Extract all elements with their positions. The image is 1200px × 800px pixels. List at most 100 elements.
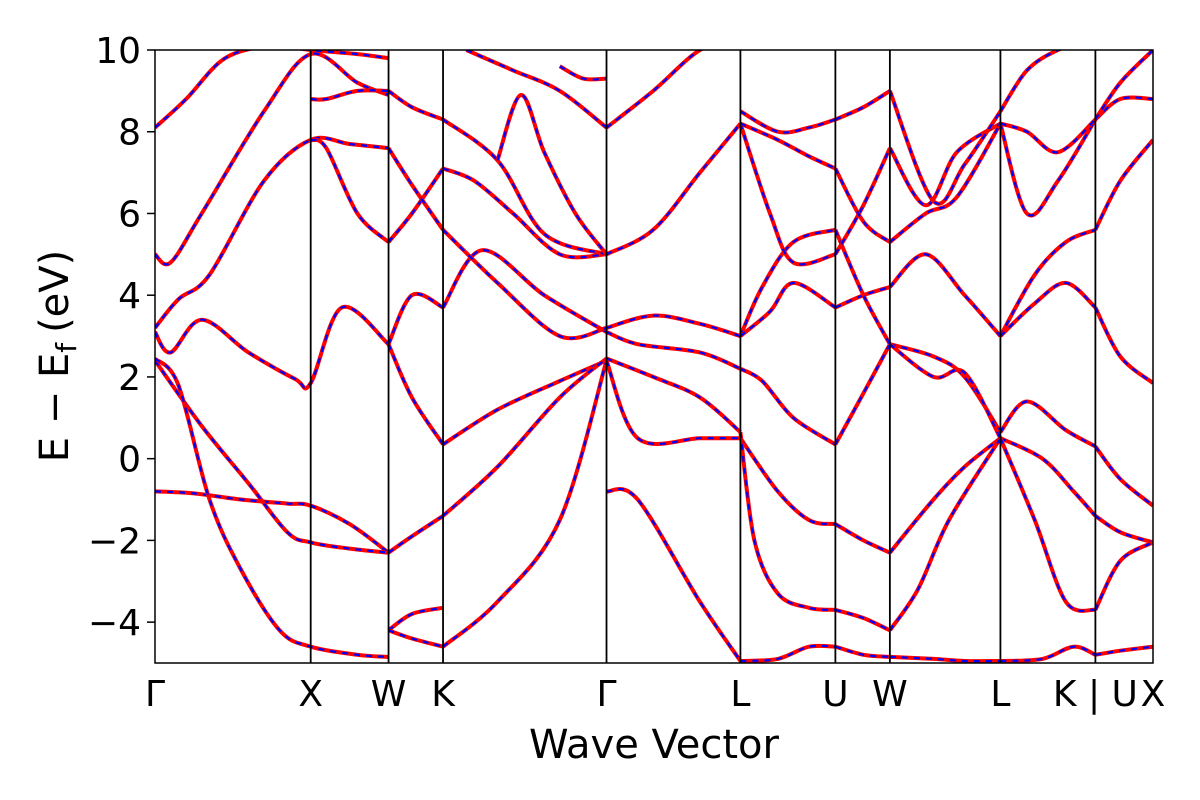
band-line-47 [833,229,892,346]
band-line-dashed-23 [442,118,607,256]
band-line-dashed-5 [155,50,389,129]
x-tick-label-6: U [822,674,848,715]
band-line-21 [441,228,608,341]
band-line-73 [1093,306,1153,385]
band-line-71 [1093,445,1153,508]
x-tick-label-0: Γ [145,674,165,715]
band-line-41 [739,109,836,135]
band-line-42 [740,643,836,663]
band-line-27 [606,487,743,663]
band-line-dashed-10 [387,292,444,345]
band-line-dashed-57 [889,123,1002,243]
band-line-dashed-15 [387,606,444,632]
band-line-dashed-48 [834,147,891,255]
band-line-24 [465,50,608,130]
band-line-61 [999,436,1097,518]
band-line-dashed-63 [999,437,1096,612]
band-line-69 [1000,644,1097,663]
band-line-dashed-70 [1094,514,1153,544]
y-axis-title-main: E − E [32,353,78,463]
band-line-30 [605,330,742,371]
band-line-dashed-74 [1094,139,1153,231]
band-line-76 [1093,50,1153,121]
x-axis-title: Wave Vector [529,722,780,768]
band-line-dashed-9 [387,343,444,446]
band-line-50 [834,89,891,122]
x-tick-label-3: K [431,674,456,715]
band-line-dashed-7 [310,138,390,243]
band-line-dashed-11 [387,167,444,243]
band-line-70 [1094,514,1153,545]
band-line-dashed-2 [155,357,389,658]
band-line-dashed-20 [442,249,608,333]
band-line-34 [738,437,836,527]
band-line-18 [441,356,608,518]
band-line-dashed-34 [739,437,836,526]
band-line-dashed-66 [999,118,1097,217]
band-line-2 [155,356,389,659]
band-line-dashed-24 [465,50,608,129]
band-line-dashed-33 [605,50,703,129]
y-axis-title: E − Ef (eV) [32,250,83,463]
x-tick-label-2: W [371,674,407,715]
band-line-dashed-25 [496,93,608,255]
band-line-9 [386,343,445,446]
band-line-22 [442,166,607,260]
band-line-dashed-13 [387,89,444,121]
y-tick-label-5: 6 [118,194,141,235]
band-line-dashed-19 [442,360,608,648]
x-tick-label-10: X [1141,674,1166,715]
band-line-dashed-6 [155,136,389,329]
band-line-dashed-30 [606,330,741,370]
band-line-dashed-27 [606,487,742,662]
band-line-dashed-64 [999,228,1096,337]
band-line-60 [889,654,1001,663]
band-line-dashed-77 [1095,645,1153,656]
band-line-dashed-73 [1094,307,1153,384]
band-line-28 [604,359,741,446]
band-line-dashed-68 [999,50,1061,112]
band-line-dashed-39 [739,123,836,266]
band-line-dashed-1 [155,359,389,554]
band-line-59 [888,90,1003,206]
band-line-44 [834,522,891,555]
y-tick-label-2: 0 [118,440,141,481]
band-line-0 [155,489,390,555]
band-line-dashed-45 [834,343,891,445]
band-line-17 [441,358,608,447]
plot-frame [154,49,1154,664]
y-tick-label-4: 4 [118,276,141,317]
band-line-dashed-72 [1094,541,1153,611]
band-line-dashed-8 [310,89,389,101]
band-line-dashed-52 [889,437,1002,554]
band-line-25 [495,93,609,256]
band-line-13 [387,89,444,122]
band-line-dashed-53 [888,437,1002,631]
band-line-dashed-26 [559,65,607,81]
band-line-65 [999,280,1097,338]
x-tick-label-7: W [872,674,908,715]
band-line-5 [155,50,389,130]
band-line-7 [309,137,390,244]
band-line-dashed-21 [442,229,607,340]
band-line-4 [155,51,390,267]
band-line-dashed-32 [605,122,742,256]
band-line-dashed-0 [155,490,390,554]
band-line-52 [888,436,1002,554]
band-line-dashed-28 [605,360,741,446]
band-line-dashed-62 [999,400,1096,448]
band-line-dashed-31 [606,314,741,338]
band-line-dashed-35 [739,431,836,611]
x-tick-label-4: Γ [596,674,616,715]
band-line-dashed-43 [835,608,891,632]
x-tick-label-9: K | U [1053,674,1138,715]
band-line-dashed-29 [606,357,742,433]
y-tick-label-6: 8 [118,113,141,154]
band-line-23 [441,117,608,257]
band-line-10 [386,291,444,346]
y-tick-label-7: 10 [95,31,141,72]
y-tick-label-3: 2 [118,358,141,399]
band-line-dashed-36 [739,367,836,446]
band-line-19 [441,360,609,649]
band-line-68 [998,50,1064,113]
